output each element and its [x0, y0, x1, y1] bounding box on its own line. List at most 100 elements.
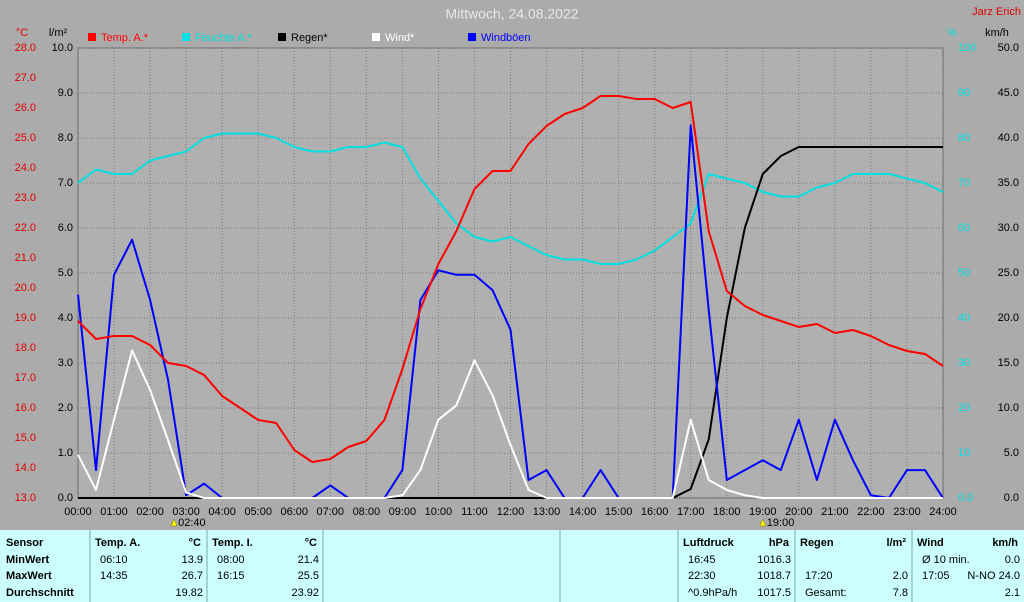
x-tick-label: 16:00 [641, 506, 669, 518]
row-label: Sensor [6, 537, 44, 549]
x-tick-label: 11:00 [461, 506, 488, 518]
y4ticks-label: 5.0 [1004, 447, 1019, 459]
author: Jarz Erich [972, 6, 1021, 18]
y4ticks-label: 35.0 [998, 177, 1019, 189]
cell-value: 7.8 [893, 587, 908, 599]
x-tick-label: 07:00 [317, 506, 345, 518]
cell-time: 16:45 [688, 554, 716, 566]
y2ticks-label: 50 [958, 267, 970, 279]
y2ticks-label: 80 [958, 132, 970, 144]
y4ticks-label: 30.0 [998, 222, 1019, 234]
y3ticks-label: 5.0 [58, 267, 73, 279]
cell-value: 2.0 [893, 570, 908, 582]
cell-value: 0.0 [1005, 554, 1020, 566]
cell-time: 17:20 [805, 570, 833, 582]
x-tick-label: 12:00 [497, 506, 525, 518]
yticks-label: 18.0 [15, 342, 36, 354]
cell-value: N-NO 24.0 [967, 570, 1020, 582]
legend-swatch [372, 33, 380, 41]
x-tick-label: 04:00 [208, 506, 236, 518]
x-tick-label: 03:00 [172, 506, 200, 518]
panel-title: Temp. A. [95, 537, 140, 549]
series-line [77, 349, 943, 499]
series-line [77, 95, 944, 463]
yticks-label: 25.0 [15, 132, 36, 144]
y3ticks-label: 2.0 [58, 402, 73, 414]
sun-marker-label: 02:40 [178, 517, 206, 529]
yticks-label: 13.0 [15, 492, 36, 504]
cell-value: 25.5 [298, 570, 319, 582]
cell-value: 2.1 [1005, 587, 1020, 599]
y2ticks-label: 10 [958, 447, 970, 459]
cell-time: 08:00 [217, 554, 245, 566]
cell-value: 1017.5 [757, 587, 791, 599]
row-label: Durchschnitt [6, 587, 74, 599]
panel-title: Luftdruck [683, 537, 735, 549]
legend-label: Feuchte A.* [195, 32, 253, 44]
yticks-label: 17.0 [15, 372, 36, 384]
yticks-label: 23.0 [15, 192, 36, 204]
x-tick-label: 20:00 [785, 506, 813, 518]
panel-title: Regen [800, 537, 834, 549]
x-tick-label: 05:00 [244, 506, 272, 518]
y3ticks-label: 1.0 [58, 447, 73, 459]
legend-label: Temp. A.* [101, 32, 149, 44]
yticks-label: 28.0 [15, 42, 36, 54]
y3ticks-label: 8.0 [58, 132, 73, 144]
y-axis-unit: °C [16, 27, 28, 39]
yticks-label: 14.0 [15, 462, 36, 474]
sun-marker [759, 518, 767, 527]
x-tick-label: 00:00 [64, 506, 92, 518]
chart-title: Mittwoch, 24.08.2022 [445, 6, 578, 22]
x-tick-label: 23:00 [893, 506, 921, 518]
y4ticks-label: 50.0 [998, 42, 1019, 54]
sun-marker-label: 19:00 [767, 517, 795, 529]
x-tick-label: 17:00 [677, 506, 705, 518]
y3ticks-label: 10.0 [52, 42, 73, 54]
cell-value: 19.82 [175, 587, 203, 599]
cell-time: 14:35 [100, 570, 128, 582]
x-tick-label: 13:00 [533, 506, 561, 518]
y3ticks-label: 9.0 [58, 87, 73, 99]
panel-title: Temp. I. [212, 537, 253, 549]
legend-swatch [278, 33, 286, 41]
y4ticks-label: 20.0 [998, 312, 1019, 324]
x-tick-label: 15:00 [605, 506, 633, 518]
x-tick-label: 08:00 [353, 506, 381, 518]
cell-time: 22:30 [688, 570, 716, 582]
y2ticks-label: 90 [958, 87, 970, 99]
yticks-label: 20.0 [15, 282, 36, 294]
cell-time: ^0.9hPa/h [688, 587, 737, 599]
y2ticks-label: 0.0 [958, 492, 973, 504]
legend-label: Windböen [481, 32, 531, 44]
legend-swatch [468, 33, 476, 41]
x-tick-label: 18:00 [713, 506, 741, 518]
y3ticks-label: 7.0 [58, 177, 73, 189]
cell-value: 26.7 [182, 570, 203, 582]
x-tick-label: 22:00 [857, 506, 885, 518]
y3ticks-label: 4.0 [58, 312, 73, 324]
legend-swatch [88, 33, 96, 41]
y2-axis-unit: % [947, 27, 957, 39]
yticks-label: 24.0 [15, 162, 36, 174]
yticks-label: 15.0 [15, 432, 36, 444]
cell-time: 17:05 [922, 570, 950, 582]
x-tick-label: 14:00 [569, 506, 597, 518]
x-tick-label: 01:00 [100, 506, 128, 518]
y4ticks-label: 10.0 [998, 402, 1019, 414]
y4-axis-unit: km/h [985, 27, 1009, 39]
cell-value: 1018.7 [757, 570, 791, 582]
legend-swatch [182, 33, 190, 41]
panel-unit: l/m² [886, 537, 906, 549]
series-line [77, 132, 944, 265]
row-label: MinWert [6, 554, 50, 566]
y3-axis-unit: l/m² [49, 27, 68, 39]
y2ticks-label: 30 [958, 357, 970, 369]
x-tick-label: 02:00 [136, 506, 164, 518]
x-tick-label: 21:00 [821, 506, 849, 518]
y3ticks-label: 0.0 [58, 492, 73, 504]
yticks-label: 19.0 [15, 312, 36, 324]
panel-unit: °C [305, 537, 317, 549]
y3ticks-label: 6.0 [58, 222, 73, 234]
